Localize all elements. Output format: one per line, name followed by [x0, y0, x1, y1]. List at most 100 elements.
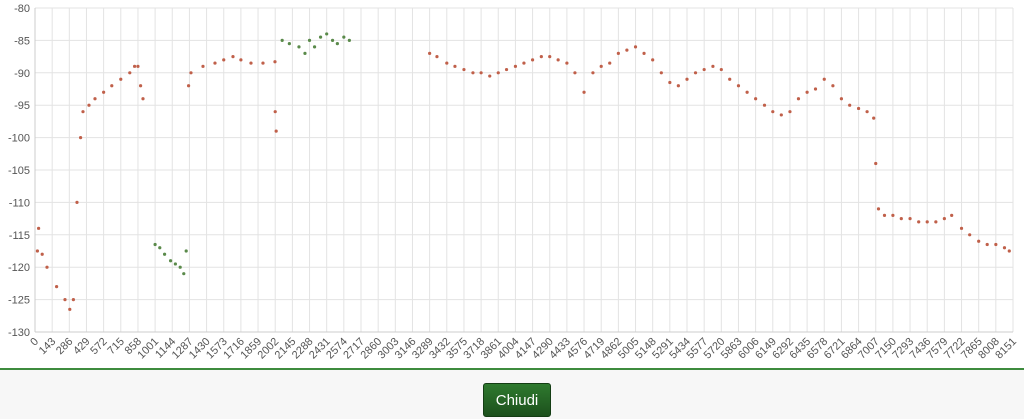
point	[872, 116, 876, 120]
y-tick-label: -105	[8, 165, 30, 177]
point	[87, 103, 91, 107]
y-tick-label: -120	[8, 262, 30, 274]
point	[201, 64, 205, 68]
point	[599, 64, 603, 68]
y-tick-label: -110	[9, 197, 30, 209]
point	[693, 71, 698, 75]
point	[36, 226, 41, 230]
point	[141, 97, 145, 101]
point	[745, 90, 749, 94]
point	[318, 35, 323, 39]
point	[856, 106, 861, 111]
point	[173, 262, 177, 266]
point	[908, 217, 912, 221]
point	[985, 242, 989, 247]
point	[530, 58, 535, 62]
y-tick-label: -125	[8, 295, 30, 307]
point	[138, 84, 143, 88]
point	[479, 71, 483, 75]
point	[848, 103, 852, 107]
point	[453, 64, 457, 68]
point	[779, 113, 783, 117]
point	[959, 226, 964, 230]
point	[608, 61, 612, 65]
point	[330, 38, 335, 43]
point	[591, 71, 595, 75]
point	[162, 252, 167, 256]
y-tick-label: -90	[14, 68, 30, 80]
point	[307, 38, 312, 43]
y-tick-label: -130	[8, 327, 30, 339]
point	[45, 265, 49, 269]
point	[977, 239, 981, 243]
point	[184, 249, 188, 253]
point	[925, 220, 929, 224]
point	[539, 55, 543, 59]
point	[625, 48, 629, 52]
point	[917, 220, 921, 224]
y-tick-label: -95	[14, 100, 30, 112]
point	[771, 110, 775, 114]
point	[273, 110, 277, 114]
footer: Chiudi	[0, 368, 1024, 419]
point	[728, 77, 732, 81]
point	[899, 217, 903, 221]
point	[297, 45, 301, 49]
point	[158, 246, 162, 250]
point	[651, 58, 655, 62]
point	[75, 200, 79, 204]
point	[488, 74, 492, 78]
point	[342, 35, 346, 39]
point	[805, 90, 809, 94]
point	[556, 58, 560, 62]
point	[796, 97, 801, 101]
point	[287, 42, 291, 46]
point	[642, 51, 646, 55]
point	[63, 298, 67, 302]
point	[81, 110, 85, 114]
point	[942, 217, 946, 221]
point	[831, 84, 835, 88]
point	[347, 38, 351, 43]
y-tick-label: -80	[14, 3, 30, 15]
point	[312, 45, 317, 49]
point	[40, 252, 44, 256]
point	[504, 67, 509, 72]
point	[685, 77, 689, 81]
point	[762, 103, 767, 107]
point	[711, 64, 715, 68]
point	[335, 42, 339, 46]
point	[865, 110, 869, 114]
point	[132, 64, 137, 68]
point	[839, 97, 844, 101]
point	[274, 129, 278, 133]
point	[68, 307, 72, 311]
point	[565, 61, 569, 65]
point	[186, 84, 191, 88]
point	[876, 207, 881, 211]
point	[659, 71, 663, 75]
point	[702, 67, 706, 72]
point	[54, 285, 59, 289]
chart: -130 -125 -120 -115 -110 -105 -100 -95 -90 -85 -80…	[8, 3, 1019, 361]
point	[182, 272, 186, 276]
point	[168, 259, 173, 263]
point	[102, 90, 106, 94]
point	[435, 55, 439, 59]
point	[462, 67, 466, 72]
point	[273, 60, 277, 64]
point	[891, 213, 895, 217]
point	[813, 87, 818, 91]
point	[128, 71, 132, 75]
point	[471, 71, 475, 75]
point	[428, 51, 432, 55]
point	[71, 298, 75, 302]
point	[719, 67, 723, 72]
close-button[interactable]: Chiudi	[483, 383, 551, 417]
point	[522, 61, 526, 65]
point	[189, 71, 193, 75]
point	[153, 242, 157, 247]
point	[582, 90, 586, 94]
point	[573, 71, 577, 75]
